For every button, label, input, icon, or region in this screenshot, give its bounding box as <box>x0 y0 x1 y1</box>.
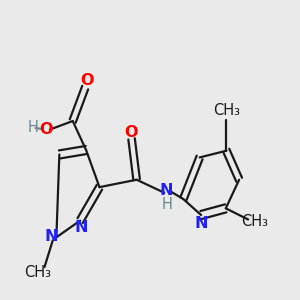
Text: CH₃: CH₃ <box>213 103 240 118</box>
Text: N: N <box>44 229 58 244</box>
Text: N: N <box>75 220 88 235</box>
Text: O: O <box>80 74 93 88</box>
Text: N: N <box>160 183 173 198</box>
Text: O: O <box>124 125 138 140</box>
Text: CH₃: CH₃ <box>24 265 51 280</box>
Text: H: H <box>27 120 38 135</box>
Text: O: O <box>39 122 53 137</box>
Text: N: N <box>195 216 208 231</box>
Text: H: H <box>161 197 172 212</box>
Text: CH₃: CH₃ <box>241 214 268 229</box>
